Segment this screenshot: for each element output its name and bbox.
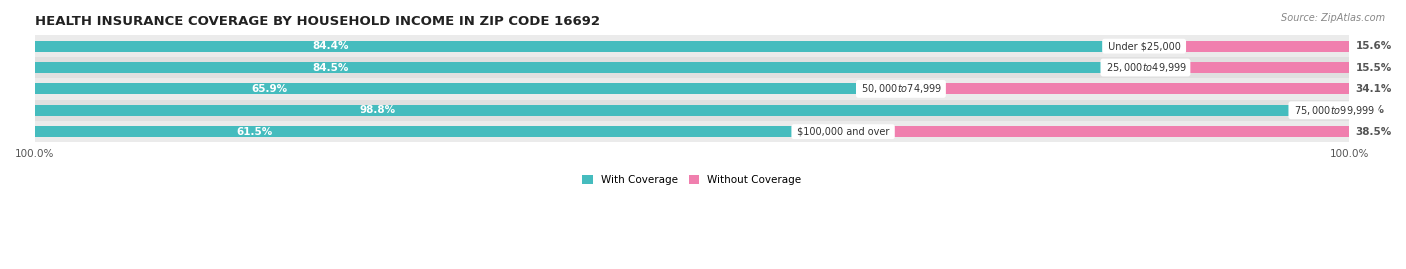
Bar <box>35 62 1146 73</box>
Bar <box>35 121 1350 142</box>
Text: 1.2%: 1.2% <box>1355 105 1385 115</box>
Bar <box>35 41 1144 52</box>
Text: Source: ZipAtlas.com: Source: ZipAtlas.com <box>1281 13 1385 23</box>
Bar <box>35 78 1350 100</box>
Text: $50,000 to $74,999: $50,000 to $74,999 <box>859 82 943 95</box>
Bar <box>901 83 1350 94</box>
Text: 15.6%: 15.6% <box>1355 41 1392 51</box>
Text: HEALTH INSURANCE COVERAGE BY HOUSEHOLD INCOME IN ZIP CODE 16692: HEALTH INSURANCE COVERAGE BY HOUSEHOLD I… <box>35 15 600 28</box>
Text: Under $25,000: Under $25,000 <box>1105 41 1184 51</box>
Text: 98.8%: 98.8% <box>360 105 395 115</box>
Text: 61.5%: 61.5% <box>236 127 273 137</box>
Bar <box>35 57 1350 78</box>
Text: 34.1%: 34.1% <box>1355 84 1392 94</box>
Bar <box>1146 62 1350 73</box>
Bar <box>35 36 1350 57</box>
Bar <box>35 126 844 137</box>
Bar <box>1144 41 1350 52</box>
Text: 15.5%: 15.5% <box>1355 62 1392 73</box>
Text: $25,000 to $49,999: $25,000 to $49,999 <box>1102 61 1188 74</box>
Text: 38.5%: 38.5% <box>1355 127 1392 137</box>
Text: $75,000 to $99,999: $75,000 to $99,999 <box>1291 104 1376 117</box>
Legend: With Coverage, Without Coverage: With Coverage, Without Coverage <box>578 171 806 189</box>
Text: 84.5%: 84.5% <box>312 62 349 73</box>
Bar <box>35 100 1350 121</box>
Text: 65.9%: 65.9% <box>252 84 287 94</box>
Bar <box>35 83 901 94</box>
Bar <box>844 126 1350 137</box>
Text: $100,000 and over: $100,000 and over <box>794 127 893 137</box>
Text: 84.4%: 84.4% <box>312 41 349 51</box>
Bar <box>35 105 1333 116</box>
Bar <box>1333 105 1350 116</box>
